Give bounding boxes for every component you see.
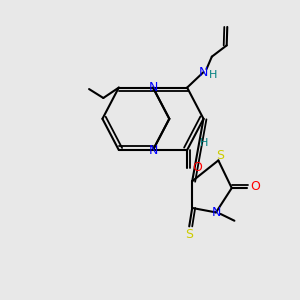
Text: S: S: [216, 148, 224, 162]
Text: N: N: [148, 81, 158, 94]
Text: N: N: [211, 206, 221, 219]
Text: H: H: [209, 70, 217, 80]
Text: O: O: [250, 180, 260, 193]
Text: N: N: [199, 66, 208, 79]
Text: H: H: [200, 139, 208, 148]
Text: N: N: [148, 143, 158, 157]
Text: S: S: [184, 228, 193, 241]
Text: O: O: [193, 161, 202, 174]
